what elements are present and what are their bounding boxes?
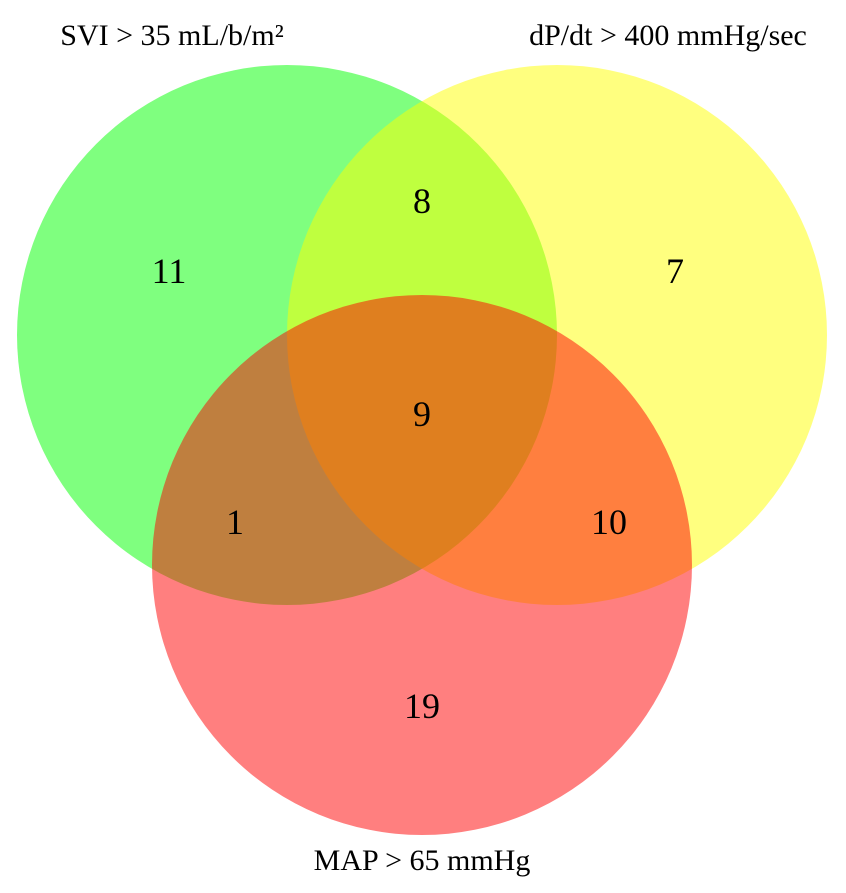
set-label-map: MAP > 65 mmHg bbox=[314, 844, 531, 877]
count-svi-map: 1 bbox=[226, 502, 244, 542]
count-map-only: 19 bbox=[404, 686, 440, 726]
count-all-three: 9 bbox=[413, 394, 431, 434]
count-dpdt-only: 7 bbox=[666, 251, 684, 291]
count-svi-only: 11 bbox=[152, 251, 187, 291]
count-dpdt-map: 10 bbox=[591, 502, 627, 542]
count-svi-dpdt: 8 bbox=[413, 181, 431, 221]
set-label-dpdt: dP/dt > 400 mmHg/sec bbox=[529, 19, 807, 52]
set-label-svi: SVI > 35 mL/b/m² bbox=[60, 19, 283, 52]
circle-map bbox=[152, 295, 692, 835]
